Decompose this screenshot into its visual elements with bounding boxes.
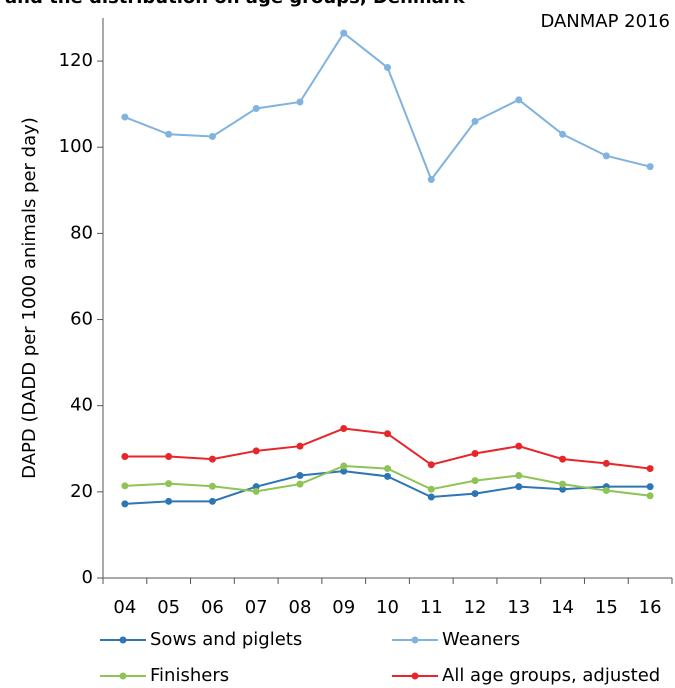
data-point	[515, 483, 523, 491]
data-point	[252, 447, 260, 455]
x-tick-label: 16	[639, 597, 662, 618]
data-point	[121, 453, 129, 461]
y-tick-label: 80	[70, 222, 93, 243]
x-tick-label: 05	[157, 597, 180, 618]
data-point	[471, 117, 479, 125]
y-tick-label: 60	[70, 309, 93, 330]
data-point	[646, 483, 654, 491]
data-point	[208, 132, 216, 140]
legend-label: All age groups, adjusted	[442, 665, 660, 686]
legend-marker	[119, 636, 127, 644]
x-tick-label: 11	[420, 597, 443, 618]
data-point	[296, 471, 304, 479]
data-point	[471, 450, 479, 458]
series-line	[124, 31, 651, 182]
x-tick-label: 08	[289, 597, 312, 618]
y-tick-label: 120	[59, 50, 93, 71]
y-tick-label: 40	[70, 395, 93, 416]
data-point	[427, 493, 435, 501]
data-point	[340, 29, 348, 37]
data-point	[208, 497, 216, 505]
x-tick-label: 10	[376, 597, 399, 618]
data-point	[427, 461, 435, 469]
x-tick-label: 04	[113, 597, 136, 618]
data-point	[515, 471, 523, 479]
data-point	[384, 64, 391, 72]
data-point	[208, 455, 216, 463]
data-point	[384, 465, 391, 473]
legend-label: Weaners	[442, 629, 520, 650]
data-point	[384, 430, 391, 438]
data-point	[121, 500, 129, 508]
data-point	[340, 425, 348, 433]
data-point	[296, 442, 304, 450]
data-point	[515, 442, 523, 450]
data-point	[340, 467, 348, 475]
data-point	[427, 485, 435, 493]
annotation: DANMAP 2016	[540, 11, 670, 32]
data-point	[427, 176, 435, 184]
data-point	[602, 487, 610, 495]
data-point	[252, 487, 260, 495]
data-point	[471, 490, 479, 498]
x-tick-label: 06	[201, 597, 224, 618]
data-point	[602, 459, 610, 467]
data-point	[559, 130, 567, 138]
data-point	[121, 482, 129, 490]
data-point	[121, 113, 129, 121]
data-point	[559, 455, 567, 463]
legend-label: Finishers	[150, 665, 229, 686]
data-point	[471, 477, 479, 485]
data-point	[208, 482, 216, 490]
data-point	[646, 163, 654, 171]
data-point	[296, 480, 304, 488]
data-point	[602, 152, 610, 160]
data-point	[340, 462, 348, 470]
x-tick-label: 14	[551, 597, 574, 618]
chart-title: and the distribution on age groups, Denm…	[5, 0, 466, 8]
x-tick-label: 07	[245, 597, 268, 618]
legend-label: Sows and piglets	[150, 629, 302, 650]
x-tick-label: 09	[332, 597, 355, 618]
data-point	[165, 453, 173, 461]
data-point	[296, 98, 304, 106]
x-tick-label: 12	[464, 597, 487, 618]
data-point	[165, 497, 173, 505]
y-tick-label: 20	[70, 481, 93, 502]
data-point	[646, 465, 654, 473]
y-axis-label: DAPD (DADD per 1000 animals per day)	[19, 117, 40, 479]
x-tick-label: 15	[595, 597, 618, 618]
x-tick-label: 13	[507, 597, 530, 618]
legend-marker	[119, 672, 127, 680]
data-point	[384, 472, 391, 480]
data-point	[559, 480, 567, 488]
data-point	[559, 485, 567, 493]
legend-marker	[411, 672, 419, 680]
data-point	[646, 492, 654, 500]
data-point	[252, 104, 260, 112]
y-tick-label: 0	[82, 567, 93, 588]
legend-marker	[411, 636, 419, 644]
data-point	[165, 480, 173, 488]
y-tick-label: 100	[59, 136, 93, 157]
data-point	[165, 130, 173, 138]
data-point	[515, 96, 523, 104]
